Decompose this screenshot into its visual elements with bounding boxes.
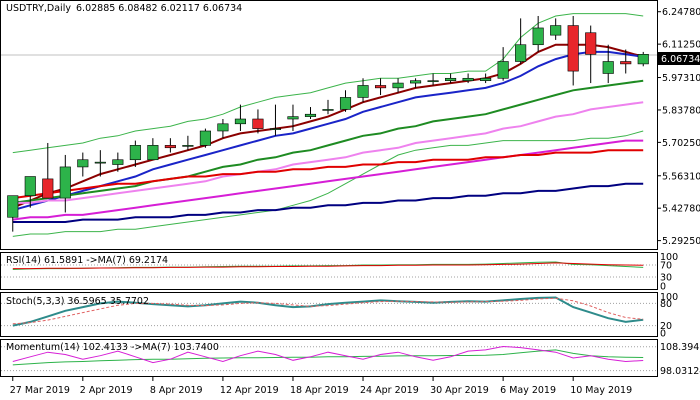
x-axis: 27 Mar 2019 2 Apr 2019 8 Apr 2019 12 Apr 20… (10, 377, 632, 396)
candle-body (410, 80, 422, 84)
candle-body (462, 77, 474, 81)
y-tick-label: 5.83780 (662, 105, 700, 116)
candle-body (269, 128, 282, 130)
y-tick-label: 5.56310 (662, 171, 700, 182)
y-tick-label: 5.70250 (662, 138, 700, 149)
indicator-tick-label: 80 (660, 299, 672, 310)
y-tick-label: 6.24780 (662, 7, 700, 18)
x-tick-label: 18 Apr 2019 (290, 385, 349, 396)
price-tag-box (658, 52, 700, 65)
x-tick-label: 8 Apr 2019 (150, 385, 203, 396)
indicator-tick-label: 70 (660, 261, 672, 272)
candle-body (199, 130, 211, 146)
candle-body (339, 97, 352, 110)
indicator-tick-label: 100 (660, 252, 678, 263)
y-tick-label: 5.97310 (662, 73, 700, 84)
candle-body (129, 145, 141, 161)
indicator-tick-label: 0 (660, 329, 666, 340)
indicator-tick-label: 0 (660, 282, 666, 293)
indicator-series-momentum-ma (12, 345, 644, 364)
candle-body (427, 80, 439, 82)
x-tick-label: 10 May 2019 (570, 385, 632, 396)
candle-body (252, 118, 264, 129)
header-symbol: USDTRY,Daily (6, 3, 71, 14)
header-ohlc: 6.02885 6.08482 6.02117 6.06734 (76, 3, 242, 14)
candle-body (532, 27, 544, 46)
overlay-ma-navy (12, 182, 644, 223)
candle-body (567, 25, 579, 72)
y-tick-label: 5.42780 (662, 204, 700, 215)
candle-body (585, 32, 597, 55)
indicator-series-stoch-main (12, 296, 644, 327)
candle-body (515, 44, 527, 62)
candle-body (42, 178, 54, 199)
candle-body (322, 109, 334, 111)
y-tick-label: 6.11250 (662, 40, 700, 51)
overlay-ma-blue (12, 50, 644, 212)
indicator-series-momentum (12, 349, 644, 366)
candle-body (77, 159, 89, 168)
x-tick-label: 24 Apr 2019 (360, 385, 419, 396)
candle-body (620, 61, 632, 65)
candle-body (357, 85, 369, 98)
candle-body (445, 77, 457, 81)
candle-body (480, 77, 492, 81)
candle-body (287, 116, 299, 120)
overlay-bb-lower (12, 130, 644, 237)
candle-body (304, 113, 317, 117)
main-panel-frame (0, 0, 658, 250)
candle-body (182, 145, 194, 147)
momentum-label: Momentum(14) 102.4133 ->MA(7) 103.7400 (6, 342, 219, 353)
candle-body (24, 176, 36, 196)
momentum-panel-frame (0, 339, 658, 377)
candles (7, 15, 649, 232)
candle-body (7, 195, 19, 218)
candle-body (392, 82, 404, 89)
rsi-panel-frame (0, 252, 658, 290)
y-tick-label: 5.29250 (662, 236, 700, 247)
overlay-ma-magenta (12, 139, 644, 221)
main-grid (1, 54, 657, 372)
y-axis: 6.24780 6.11250 5.97310 5.83780 5.70250 5.563… (657, 7, 700, 377)
indicator-tick-label: 98.03124 (660, 366, 700, 377)
candle-body (234, 118, 246, 125)
indicator-tick-label: 30 (660, 273, 672, 284)
candle-body (217, 123, 229, 132)
stoch-label: Stoch(5,3,3) 36.5965 35.7702 (6, 296, 149, 307)
candle-body (147, 145, 159, 161)
indicator-lines (12, 261, 644, 366)
x-tick-label: 27 Mar 2019 (10, 385, 70, 396)
candle-body (497, 61, 509, 79)
candle-body (637, 54, 649, 65)
indicator-tick-label: 20 (660, 321, 672, 332)
indicator-tick-label: 108.394 (660, 342, 699, 353)
x-tick-label: 2 Apr 2019 (80, 385, 133, 396)
rsi-label: RSI(14) 61.5891 ->MA(7) 69.2174 (6, 255, 168, 266)
indicator-series-rsi-ma (12, 262, 644, 270)
indicator-tick-label: 100 (660, 292, 678, 303)
overlay-ma-red (12, 149, 644, 200)
x-tick-label: 6 May 2019 (500, 385, 556, 396)
x-tick-label: 30 Apr 2019 (430, 385, 489, 396)
candle-body (602, 61, 614, 74)
candle-body (94, 161, 106, 164)
overlay-ma-pink (12, 101, 644, 204)
candle-body (59, 166, 71, 199)
candle-body (164, 145, 176, 149)
candle-body (112, 159, 124, 165)
price-tag-label: 6.06734 (661, 54, 700, 65)
indicator-series-stoch-signal (12, 297, 644, 325)
candle-body (374, 85, 387, 89)
candle-body (550, 25, 562, 36)
overlay-ma-green (12, 79, 644, 204)
stoch-panel-frame (0, 292, 658, 337)
x-tick-label: 12 Apr 2019 (220, 385, 279, 396)
